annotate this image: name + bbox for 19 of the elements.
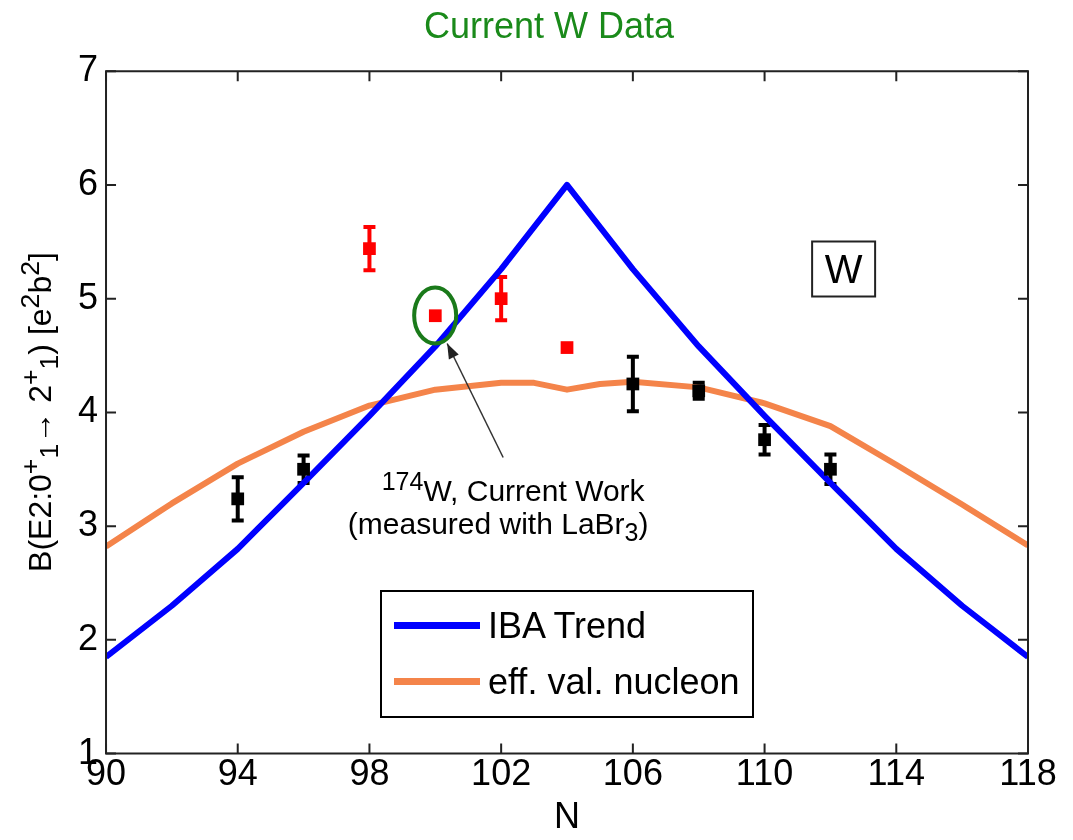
y-tick-label: 3 <box>77 503 99 545</box>
y-tick-label: 5 <box>77 275 99 317</box>
x-tick-label: 106 <box>602 752 663 794</box>
chart-title: Current W Data <box>423 4 676 46</box>
annotation: W <box>810 240 877 298</box>
y-tick-label: 4 <box>77 389 99 431</box>
x-axis-title: N <box>554 795 581 837</box>
y-tick-label: 7 <box>77 48 99 90</box>
legend-label: eff. val. nucleon <box>488 660 740 703</box>
annotation: $^{174}$W, Current Work <box>381 466 645 508</box>
x-tick-label: 114 <box>867 752 925 794</box>
x-tick-label: 98 <box>349 752 390 794</box>
x-tick-label: 110 <box>735 752 794 794</box>
x-tick-label: 94 <box>217 752 258 794</box>
annotation: (measured with LaBr$_{3}$) <box>347 507 649 548</box>
x-tick-label: 102 <box>471 752 532 794</box>
y-tick-label: 2 <box>77 616 99 658</box>
y-tick-label: 6 <box>77 161 99 203</box>
legend-label: IBA Trend <box>488 604 647 647</box>
